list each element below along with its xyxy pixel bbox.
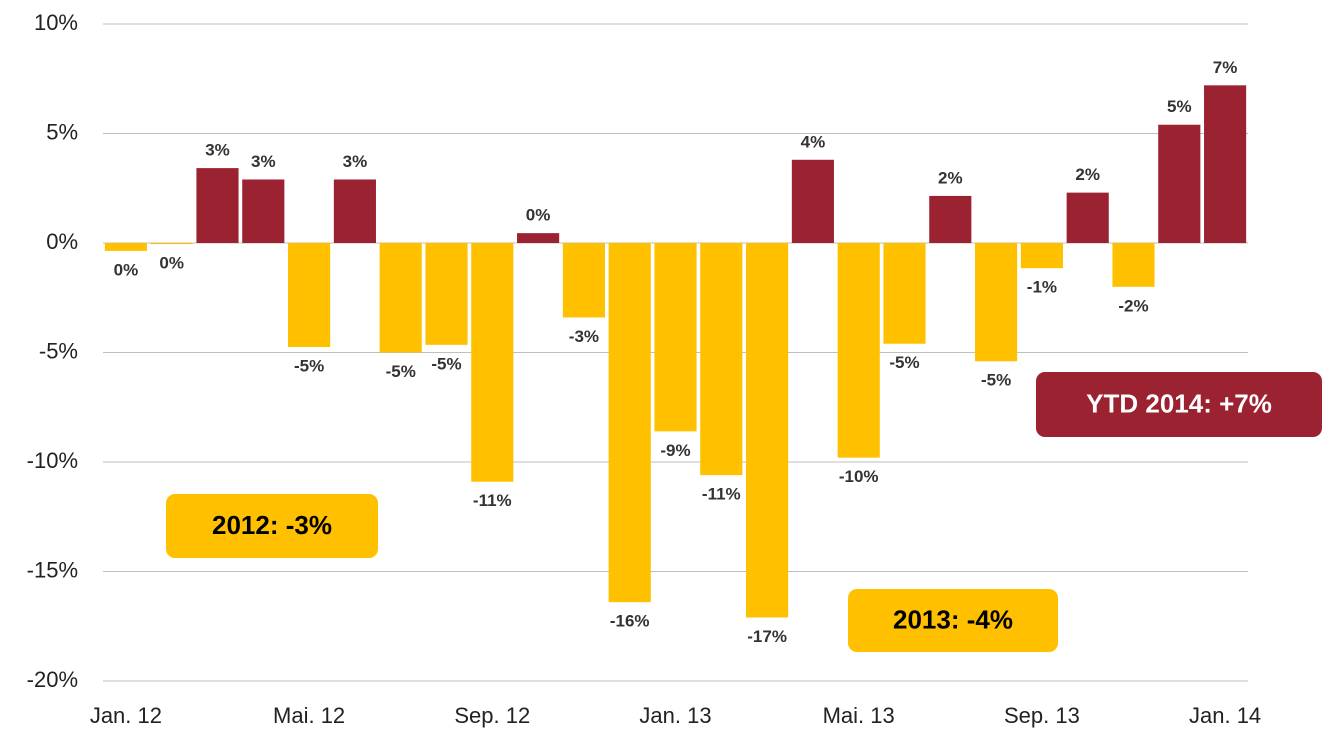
value-label: -5%: [889, 353, 919, 372]
y-tick-label: 10%: [34, 10, 78, 35]
value-label: 3%: [343, 152, 368, 171]
value-label: 4%: [801, 132, 826, 151]
bar: [654, 243, 697, 432]
y-tick-label: -5%: [39, 338, 78, 363]
x-tick-label: Sep. 13: [1004, 703, 1080, 728]
x-tick-label: Jan. 12: [90, 703, 162, 728]
y-tick-label: -15%: [27, 557, 78, 582]
y-tick-label: -10%: [27, 448, 78, 473]
bar: [150, 243, 193, 245]
value-label: -2%: [1118, 296, 1148, 315]
value-label: 7%: [1213, 58, 1238, 77]
value-label: 2%: [1075, 165, 1100, 184]
bar: [104, 243, 147, 251]
value-label: -10%: [839, 467, 879, 486]
annotation: 2013: -4%: [893, 604, 1013, 634]
annotation: YTD 2014: +7%: [1086, 388, 1272, 418]
y-tick-label: 5%: [46, 119, 78, 144]
value-label: 3%: [251, 152, 276, 171]
bar: [1204, 85, 1247, 243]
x-tick-label: Jan. 13: [639, 703, 711, 728]
bar: [608, 243, 651, 603]
value-label: -9%: [660, 441, 690, 460]
bar: [700, 243, 743, 476]
value-label: 3%: [205, 141, 230, 160]
bar: [242, 179, 285, 243]
bar: [929, 195, 972, 243]
x-tick-label: Sep. 12: [454, 703, 530, 728]
value-label: -5%: [294, 357, 324, 376]
bar: [883, 243, 926, 344]
bar: [791, 159, 834, 243]
bar: [379, 243, 422, 353]
annotation-box: [1036, 372, 1322, 437]
bar: [471, 243, 514, 482]
bar: [562, 243, 605, 318]
value-label: 2%: [938, 168, 963, 187]
bar: [288, 243, 331, 348]
bar: [975, 243, 1018, 362]
value-label: -17%: [747, 627, 787, 646]
value-label: 0%: [114, 260, 139, 279]
value-label: -1%: [1027, 278, 1057, 297]
value-label: -5%: [386, 362, 416, 381]
value-label: -11%: [473, 491, 512, 510]
value-label: -5%: [431, 354, 461, 373]
bar: [746, 243, 789, 618]
bar: [1112, 243, 1155, 287]
bar: [517, 233, 560, 243]
bar: [1158, 124, 1201, 243]
annotation-box: [166, 494, 378, 558]
bar: [1066, 192, 1109, 243]
y-tick-label: -20%: [27, 667, 78, 692]
bar: [1020, 243, 1063, 269]
value-label: -5%: [981, 371, 1011, 390]
annotation-box: [848, 589, 1058, 652]
bar: [333, 179, 376, 243]
bar: [425, 243, 468, 345]
value-label: 5%: [1167, 97, 1192, 116]
y-tick-label: 0%: [46, 229, 78, 254]
value-label: -3%: [569, 327, 599, 346]
value-label: 0%: [159, 254, 184, 273]
value-label: -11%: [702, 485, 741, 504]
x-tick-label: Jan. 14: [1189, 703, 1261, 728]
x-tick-label: Mai. 13: [823, 703, 895, 728]
annotation: 2012: -3%: [212, 510, 332, 540]
value-label: -16%: [610, 612, 650, 631]
bar: [837, 243, 880, 458]
bar: [196, 168, 239, 243]
value-label: 0%: [526, 206, 551, 225]
x-tick-label: Mai. 12: [273, 703, 345, 728]
